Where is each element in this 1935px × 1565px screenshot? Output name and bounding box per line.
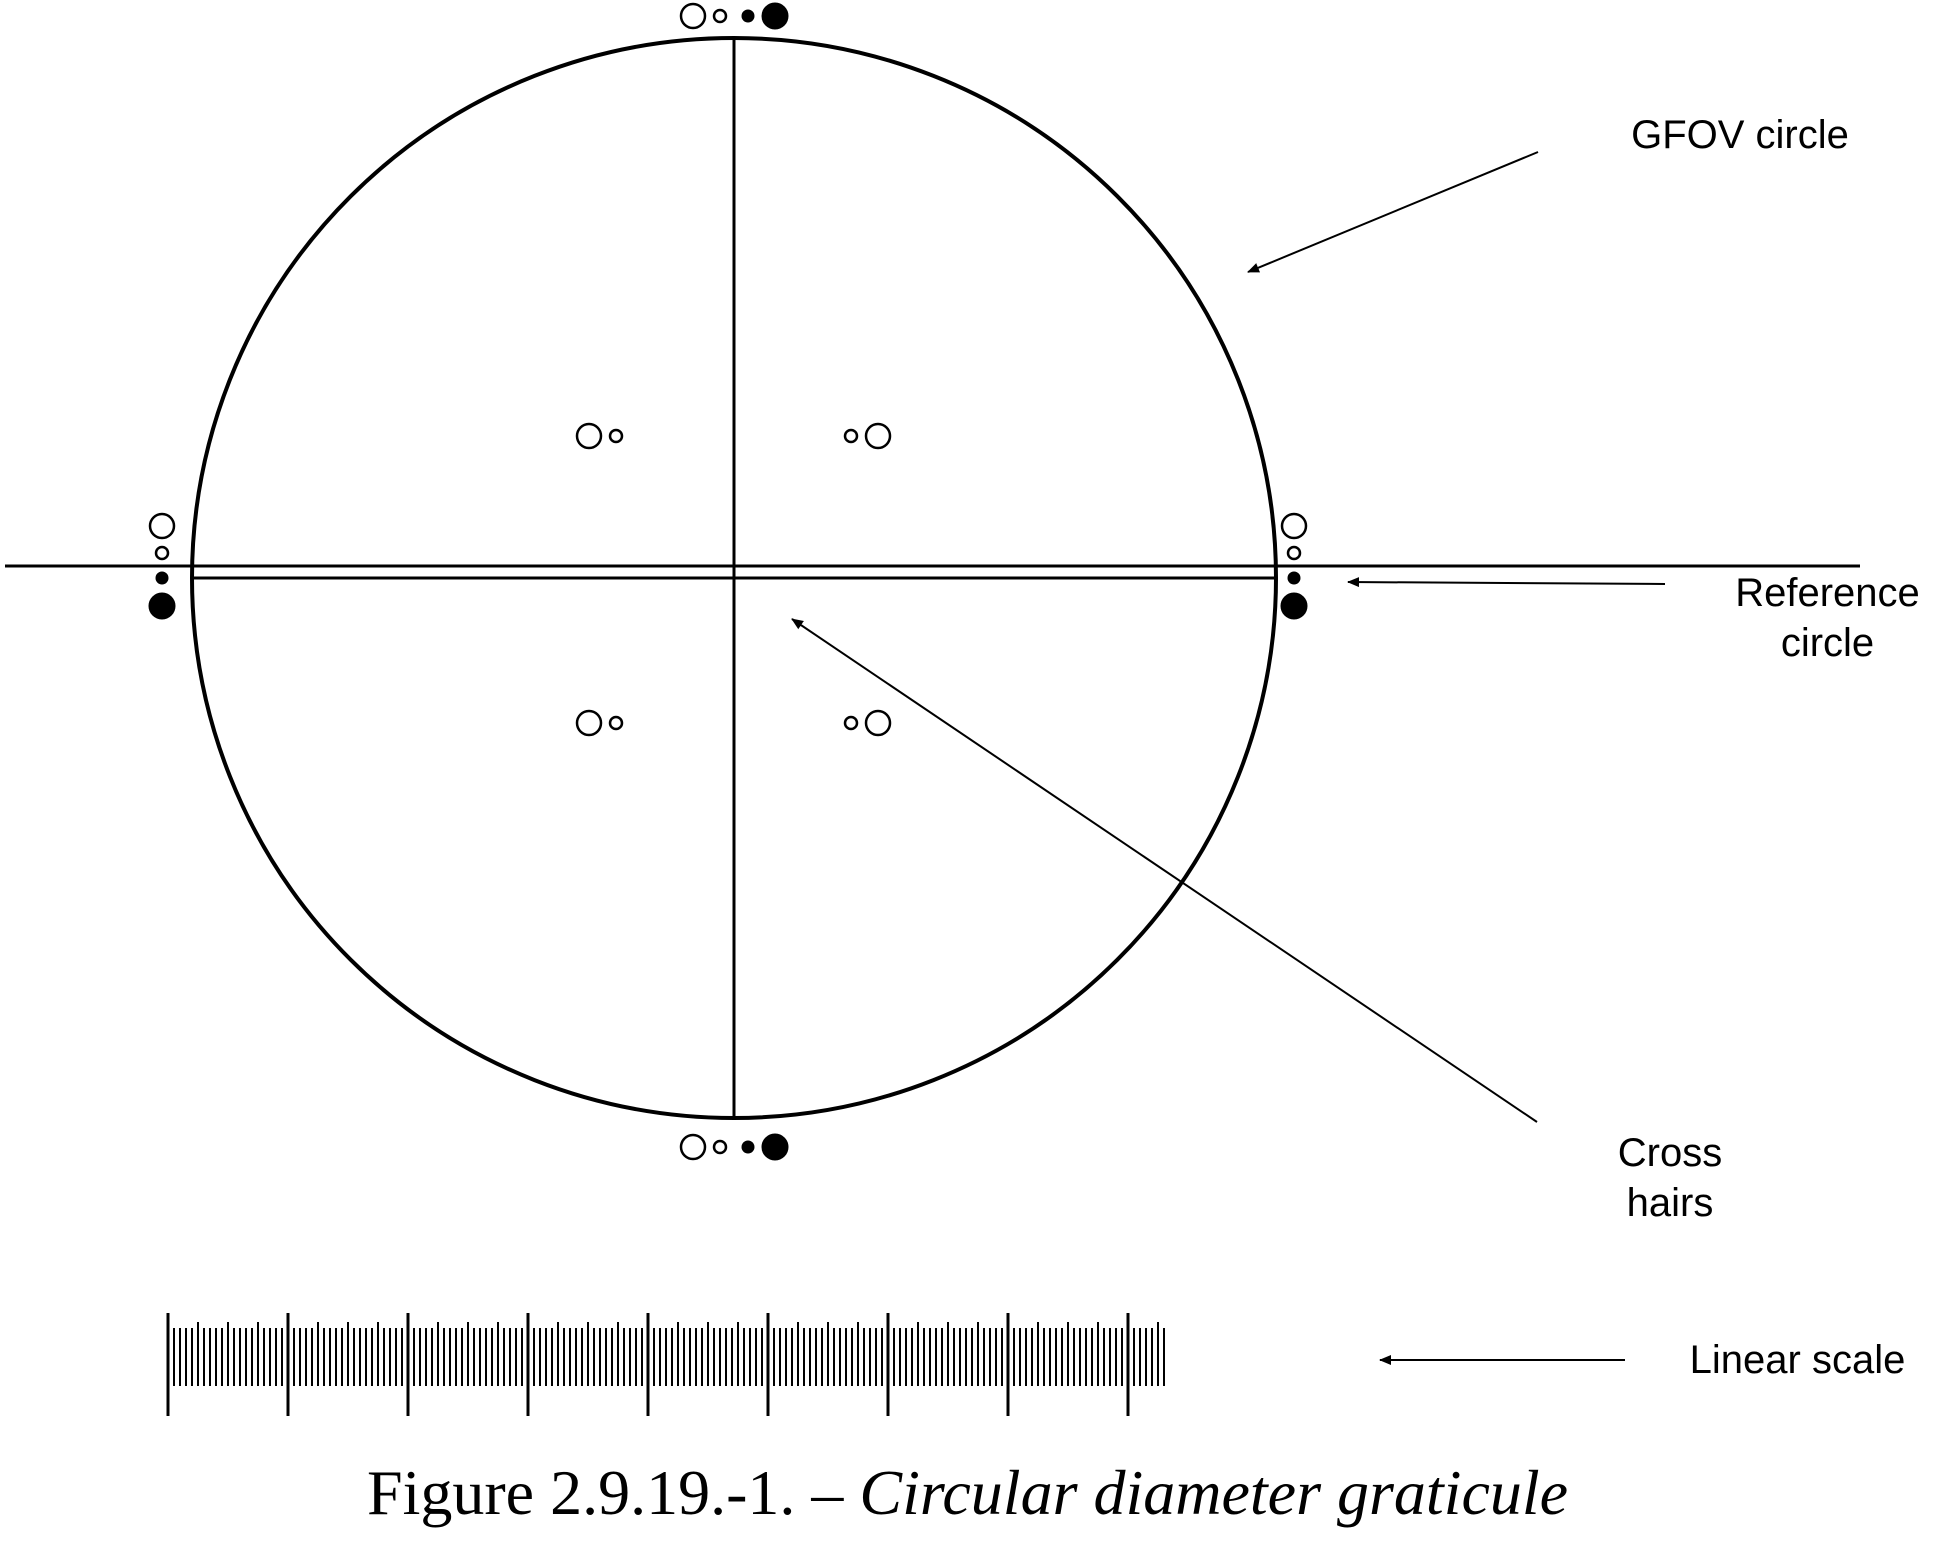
crosshair-arrow-icon bbox=[791, 618, 1538, 1123]
open-circle-icon bbox=[1280, 512, 1308, 540]
figure-caption: Figure 2.9.19.-1. – Circular diameter gr… bbox=[0, 1453, 1935, 1533]
caption-title: Circular diameter graticule bbox=[859, 1457, 1569, 1528]
reference-circle-label: Reference circle bbox=[1720, 568, 1935, 668]
filled-dot-icon bbox=[741, 1140, 755, 1154]
open-circle-icon bbox=[575, 422, 603, 450]
gfov-circle-label: GFOV circle bbox=[1631, 113, 1849, 157]
reference-label-line-1: Reference bbox=[1735, 571, 1920, 615]
filled-dot-icon bbox=[148, 592, 176, 620]
linear-scale bbox=[166, 1313, 1165, 1416]
open-circle-icon bbox=[712, 8, 728, 24]
filled-dot-icon bbox=[1280, 592, 1308, 620]
open-circle-icon bbox=[843, 715, 859, 731]
open-circle-icon bbox=[608, 428, 624, 444]
caption-number: Figure 2.9.19.-1. – bbox=[366, 1457, 844, 1528]
open-circle-icon bbox=[843, 428, 859, 444]
open-circle-icon bbox=[575, 709, 603, 737]
open-circle-icon bbox=[148, 512, 176, 540]
filled-dot-icon bbox=[1287, 571, 1301, 585]
open-circle-icon bbox=[679, 1133, 707, 1161]
open-circle-icon bbox=[154, 545, 170, 561]
gfov-arrow-icon bbox=[1247, 151, 1539, 273]
reference-label-line-2: circle bbox=[1780, 621, 1875, 665]
cross-label-line-2: hairs bbox=[1626, 1181, 1714, 1225]
reference-circle-marks bbox=[148, 2, 1308, 1161]
cross-hairs-label: Cross hairs bbox=[1560, 1128, 1780, 1228]
filled-dot-icon bbox=[155, 571, 169, 585]
reference-arrow-icon bbox=[1347, 577, 1666, 588]
open-circle-icon bbox=[679, 2, 707, 30]
open-circle-icon bbox=[608, 715, 624, 731]
filled-dot-icon bbox=[761, 2, 789, 30]
open-circle-icon bbox=[864, 709, 892, 737]
linear-scale-label: Linear scale bbox=[1689, 1338, 1906, 1382]
open-circle-icon bbox=[1286, 545, 1302, 561]
cross-label-line-1: Cross bbox=[1617, 1131, 1723, 1175]
open-circle-icon bbox=[864, 422, 892, 450]
filled-dot-icon bbox=[761, 1133, 789, 1161]
filled-dot-icon bbox=[741, 9, 755, 23]
open-circle-icon bbox=[712, 1139, 728, 1155]
